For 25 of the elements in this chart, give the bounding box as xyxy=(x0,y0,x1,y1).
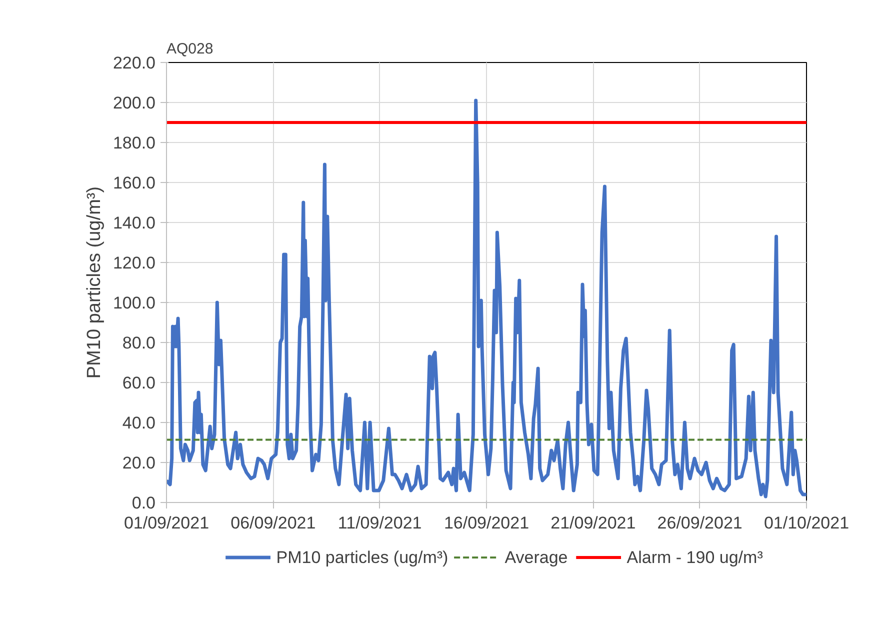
y-tick-label: 180.0 xyxy=(112,134,156,152)
legend-label: Average xyxy=(504,548,568,567)
x-tick-label: 16/09/2021 xyxy=(444,514,530,532)
y-tick-label: 60.0 xyxy=(122,374,156,392)
y-axis-title: PM10 particles (ug/m³) xyxy=(84,186,105,379)
y-tick-label: 0.0 xyxy=(132,494,156,512)
y-tick-label: 20.0 xyxy=(122,454,156,472)
y-tick-label: 80.0 xyxy=(122,334,156,352)
x-tick-label: 26/09/2021 xyxy=(657,514,742,532)
y-tick-label: 40.0 xyxy=(122,414,156,432)
y-tick-label: 120.0 xyxy=(112,254,156,272)
x-tick-label: 01/09/2021 xyxy=(124,514,210,532)
y-tick-label: 100.0 xyxy=(112,294,156,312)
x-tick-label: 01/10/2021 xyxy=(764,514,850,532)
y-tick-label: 220.0 xyxy=(112,54,156,72)
legend-label: PM10 particles (ug/m³) xyxy=(276,548,448,567)
y-tick-label: 200.0 xyxy=(112,94,156,112)
x-tick-label: 11/09/2021 xyxy=(338,514,422,532)
x-tick-label: 21/09/2021 xyxy=(550,514,636,532)
legend-label: Alarm - 190 ug/m³ xyxy=(626,548,764,567)
y-tick-label: 140.0 xyxy=(112,214,156,232)
x-tick-label: 06/09/2021 xyxy=(230,514,316,532)
chart-title: AQ028 xyxy=(166,40,214,58)
y-tick-label: 160.0 xyxy=(112,174,156,192)
line-series xyxy=(166,98,806,498)
